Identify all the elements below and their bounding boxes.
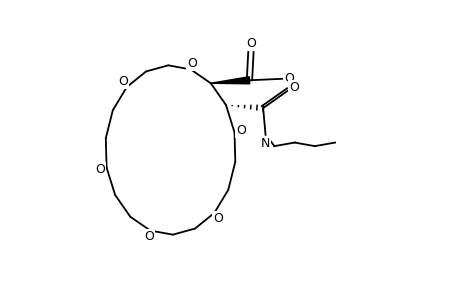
Polygon shape bbox=[210, 77, 249, 84]
Text: O: O bbox=[246, 37, 255, 50]
Text: O: O bbox=[289, 81, 299, 94]
Text: O: O bbox=[284, 72, 294, 85]
Text: O: O bbox=[118, 75, 128, 88]
Text: O: O bbox=[95, 163, 105, 176]
Text: O: O bbox=[187, 57, 197, 70]
Text: O: O bbox=[235, 124, 245, 137]
Text: N: N bbox=[260, 137, 269, 150]
Text: O: O bbox=[213, 212, 223, 225]
Text: O: O bbox=[144, 230, 153, 243]
